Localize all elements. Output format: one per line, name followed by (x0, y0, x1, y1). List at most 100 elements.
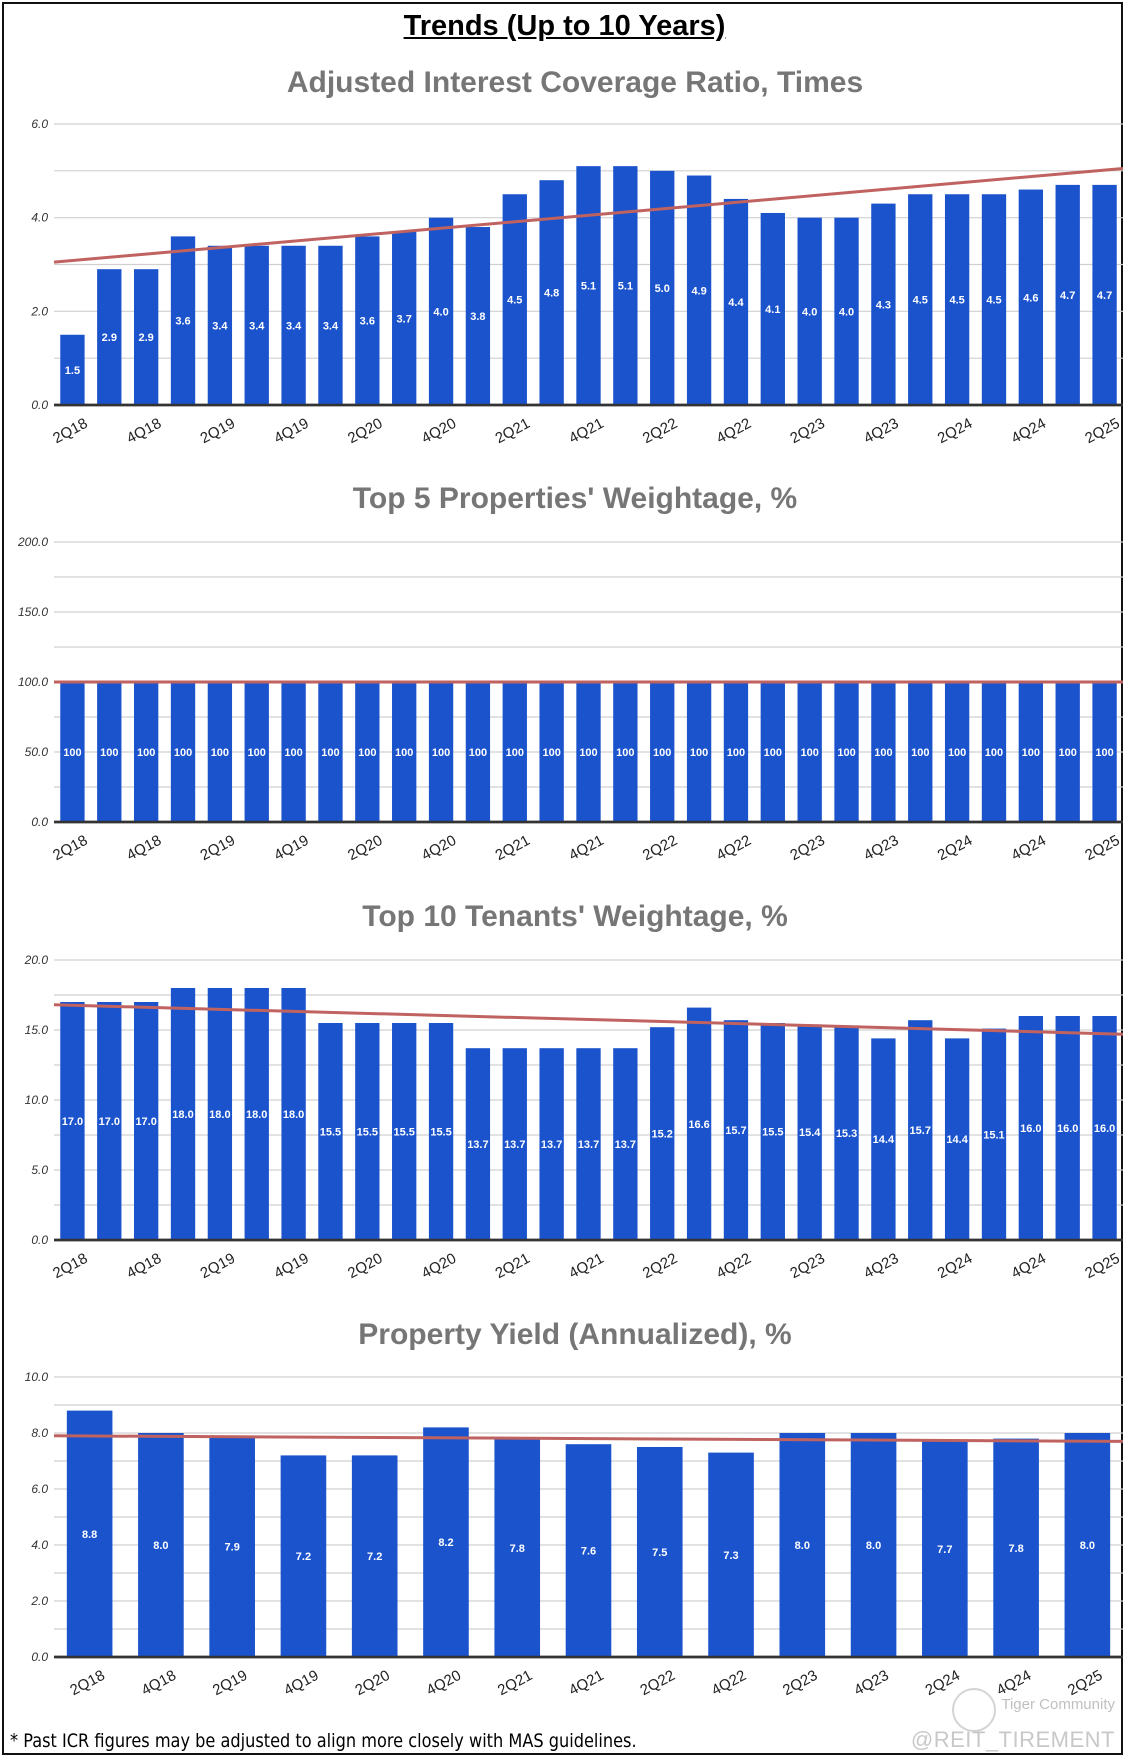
x-tick-label: 4Q24 (1009, 415, 1049, 447)
data-label: 4.5 (913, 295, 928, 307)
y-tick-label: 2.0 (30, 304, 48, 318)
bar (244, 682, 269, 822)
data-label: 100 (284, 747, 302, 759)
y-tick-label: 150.0 (18, 605, 48, 619)
data-label: 4.7 (1060, 290, 1075, 302)
x-tick-label: 4Q23 (861, 1250, 901, 1282)
data-label: 7.8 (1008, 1543, 1023, 1555)
data-label: 15.2 (652, 1129, 673, 1141)
data-label: 8.0 (866, 1540, 881, 1552)
data-label: 100 (100, 747, 118, 759)
data-label: 3.4 (323, 320, 339, 332)
y-tick-label: 8.0 (31, 1426, 48, 1440)
data-label: 16.0 (1057, 1123, 1078, 1135)
y-tick-label: 2.0 (30, 1594, 48, 1608)
bar (981, 194, 1007, 405)
data-label: 17.0 (135, 1116, 156, 1128)
bar (465, 1048, 491, 1240)
chart-title: Property Yield (Annualized), % (358, 1318, 791, 1351)
x-tick-label: 4Q22 (714, 832, 754, 864)
data-label: 15.1 (983, 1129, 1004, 1141)
x-tick-label: 2Q21 (495, 1667, 535, 1699)
bar (428, 217, 454, 405)
bar (944, 682, 970, 822)
data-label: 100 (358, 747, 376, 759)
data-label: 3.4 (212, 320, 228, 332)
y-tick-label: 0.0 (31, 398, 48, 412)
bar (1092, 1016, 1117, 1240)
chart-title: Top 5 Properties' Weightage, % (353, 482, 797, 515)
x-tick-label: 4Q20 (419, 832, 459, 864)
x-tick-label: 2Q20 (352, 1667, 392, 1699)
data-label: 4.7 (1097, 290, 1112, 302)
data-label: 7.2 (367, 1551, 382, 1563)
chart-title: Top 10 Tenants' Weightage, % (362, 900, 788, 933)
bar (281, 988, 306, 1240)
data-label: 13.7 (615, 1139, 636, 1151)
data-label: 7.7 (937, 1544, 952, 1556)
bar (871, 203, 896, 405)
x-tick-label: 2Q24 (935, 415, 975, 447)
data-label: 8.0 (795, 1540, 810, 1552)
trendline (53, 166, 1124, 264)
data-label: 100 (1059, 747, 1077, 759)
data-label: 100 (911, 747, 929, 759)
bar (1055, 1016, 1080, 1240)
x-tick-label: 2Q25 (1082, 832, 1122, 864)
data-label: 100 (837, 747, 855, 759)
bar (539, 682, 564, 822)
bar (908, 682, 933, 822)
x-tick-label: 4Q23 (851, 1667, 891, 1699)
x-tick-label: 2Q23 (787, 832, 827, 864)
bar (723, 682, 749, 822)
bar (207, 682, 233, 822)
y-tick-label: 6.0 (31, 117, 48, 131)
bar (871, 1038, 896, 1240)
data-label: 17.0 (62, 1116, 83, 1128)
data-label: 5.1 (581, 281, 596, 293)
bar (723, 1020, 749, 1240)
data-label: 14.4 (873, 1134, 895, 1146)
bar (392, 231, 417, 405)
x-tick-label: 2Q23 (780, 1667, 820, 1699)
x-tick-label: 2Q24 (935, 832, 975, 864)
x-tick-label: 2Q23 (787, 1250, 827, 1282)
y-tick-label: 4.0 (31, 1538, 48, 1552)
bar (760, 212, 785, 405)
data-label: 100 (764, 747, 782, 759)
data-label: 4.6 (1023, 292, 1038, 304)
bar (465, 682, 491, 822)
x-tick-label: 4Q20 (424, 1667, 464, 1699)
bar (209, 1435, 255, 1657)
x-tick-label: 4Q18 (139, 1667, 179, 1699)
data-label: 4.0 (802, 306, 817, 318)
y-tick-label: 4.0 (31, 211, 48, 225)
bar (280, 1455, 327, 1657)
bar (981, 1028, 1007, 1240)
bar (1018, 1016, 1044, 1240)
bar (1018, 189, 1044, 405)
data-label: 15.4 (799, 1127, 821, 1139)
data-label: 1.5 (65, 365, 80, 377)
y-tick-label: 0.0 (31, 1233, 48, 1247)
data-label: 100 (1095, 747, 1113, 759)
data-label: 100 (63, 747, 81, 759)
data-label: 3.6 (360, 316, 375, 328)
bar (779, 1433, 826, 1657)
data-label: 4.5 (949, 295, 964, 307)
bar (97, 1002, 122, 1240)
data-label: 4.8 (544, 288, 559, 300)
bar (834, 682, 859, 822)
bar (66, 1410, 113, 1657)
data-label: 15.5 (320, 1127, 341, 1139)
bar (428, 1023, 454, 1240)
data-label: 100 (579, 747, 597, 759)
data-label: 7.8 (510, 1543, 525, 1555)
bar (993, 1438, 1039, 1657)
bar (613, 166, 638, 405)
bar (170, 988, 196, 1240)
bar (850, 1433, 897, 1657)
x-tick-label: 2Q18 (67, 1667, 107, 1699)
y-tick-label: 0.0 (31, 815, 48, 829)
data-label: 2.9 (102, 332, 117, 344)
